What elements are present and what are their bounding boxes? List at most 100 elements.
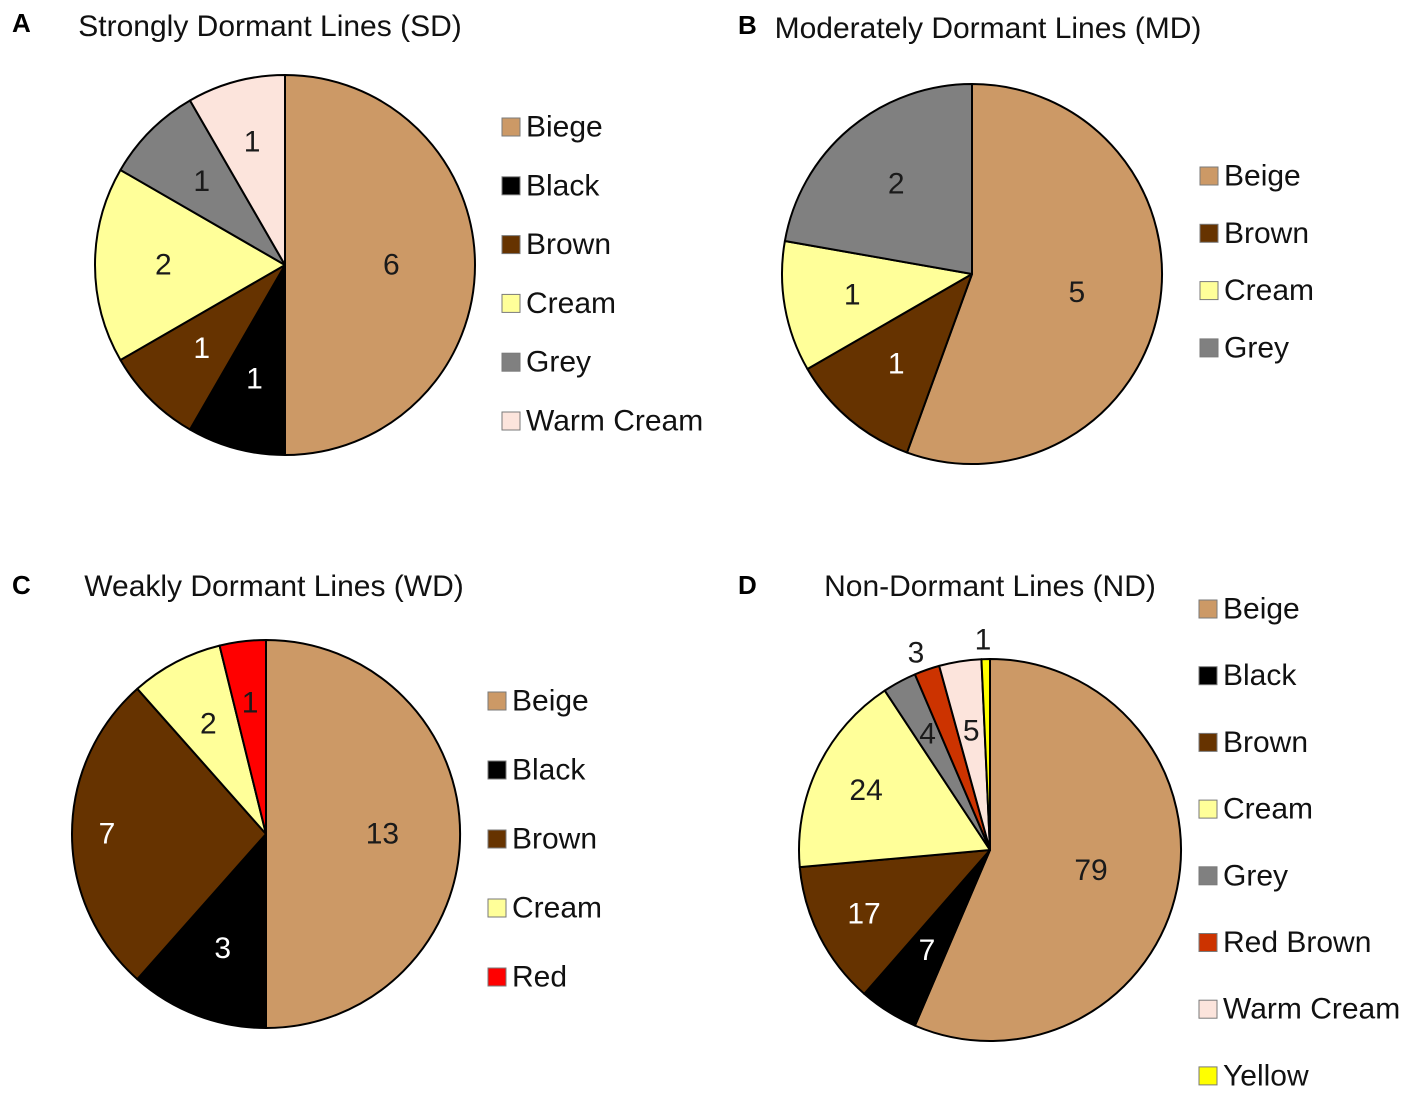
data-label-beige: 79 [1074,854,1107,887]
pie-slice-cream [798,689,991,869]
pie-slice-grey [119,99,286,266]
pie-slice-cream [781,240,973,370]
panel-letter: C [12,570,31,600]
panel-c: C Weakly Dormant Lines (WD) 13 3 7 21 Beige Bla… [12,570,602,1029]
legend-swatch-cream [1199,281,1219,301]
data-label-brown: 7 [99,818,116,851]
legend-label-beige: Beige [512,685,589,718]
pie-slice-cream [94,169,286,361]
legend-swatch-cream [487,898,507,918]
panel-letter: D [738,570,757,600]
legend-swatch-biege [501,117,521,137]
pie-slice-red [218,639,267,835]
data-label-cream: 24 [849,774,882,807]
pie-slice-beige [913,658,1182,1042]
data-label-red-brown: 3 [908,637,925,670]
legend-label-brown: Brown [526,228,611,261]
data-label-brown: 1 [888,348,905,381]
data-label-black: 7 [919,934,936,967]
pie-slice-cream [136,644,267,835]
legend-label-brown: Brown [512,823,597,856]
pie-slice-warm-cream [189,74,286,266]
legend-swatch-grey [501,352,521,372]
pie-slice-brown [119,264,286,431]
legend-swatch-red-brown [1198,933,1218,952]
legend-label-red: Red [512,961,567,994]
legend-label-beige: Beige [1223,593,1300,626]
legend: Beige Black Brown Cream Red [487,685,602,994]
panel-letter: A [12,8,31,38]
legend-label-cream: Cream [1224,274,1314,307]
legend-swatch-warm-cream [1198,999,1218,1019]
legend-label-black: Black [1223,659,1297,692]
pie-slice-biege [284,74,476,456]
legend-label-red-brown: Red Brown [1223,926,1371,959]
data-label-black: 1 [246,362,263,395]
pie-slice-beige [906,83,1163,465]
data-label-brown: 1 [193,332,210,365]
legend-label-yellow: Yellow [1223,1059,1309,1092]
panel-d: D Non-Dormant Lines (ND)79717244351BeigeB… [738,570,1400,1092]
data-label-grey: 4 [919,717,936,750]
data-label-biege: 6 [383,249,400,282]
data-label-grey: 1 [193,165,210,198]
legend-swatch-black [1198,666,1218,686]
legend-swatch-warm-cream [501,411,521,431]
legend: Beige Brown Cream Grey [1199,160,1314,364]
data-label-yellow: 1 [975,624,992,657]
legend-label-cream: Cream [512,892,602,925]
pie-slice-beige [265,639,461,1029]
data-label-warm-cream: 5 [963,715,980,748]
data-label-black: 3 [214,932,231,965]
legend-swatch-beige [1198,599,1218,619]
pie-slice-grey [783,83,973,275]
pie-slice-brown [71,687,267,981]
legend-swatch-brown [501,235,521,255]
legend-swatch-beige [487,691,507,711]
legend-label-brown: Brown [1223,726,1308,759]
legend-swatch-red [487,967,507,987]
pie-slice-yellow [980,657,991,851]
legend: Biege Black Brown Cream Grey Warm Cream [501,111,703,438]
data-label-cream: 2 [155,249,172,282]
chart-title: Moderately Dormant Lines (MD) [775,12,1202,45]
legend-swatch-cream [1198,799,1218,819]
chart-title: Strongly Dormant Lines (SD) [78,10,461,43]
legend-swatch-brown [1199,223,1219,243]
legend-label-biege: Biege [526,111,603,144]
data-label-brown: 17 [847,898,880,931]
pie-slice-brown [806,273,973,454]
legend-label-cream: Cream [1223,793,1313,826]
legend: Beige Black Brown Cream Grey Red Brown Warm Cr… [1198,593,1400,1092]
legend-label-cream: Cream [526,287,616,320]
legend-label-black: Black [512,754,586,787]
legend-swatch-black [501,176,521,196]
legend-swatch-brown [487,829,507,849]
data-label-red: 1 [242,687,259,720]
legend-swatch-yellow [1198,1066,1218,1086]
legend-label-warm-cream: Warm Cream [526,405,703,438]
legend-label-beige: Beige [1224,160,1301,193]
legend-label-warm-cream: Warm Cream [1223,993,1400,1026]
data-label-beige: 5 [1068,276,1085,309]
legend-swatch-cream [501,293,521,313]
data-label-beige: 13 [366,818,399,851]
chart-title: Non-Dormant Lines (ND) [824,570,1156,603]
legend-swatch-beige [1199,166,1219,186]
data-label-cream: 2 [200,708,217,741]
data-label-cream: 1 [844,279,861,312]
data-label-warm-cream: 1 [244,126,261,159]
panel-letter: B [738,10,757,40]
pie-slice-black [136,833,267,1029]
legend-label-grey: Grey [1223,859,1288,892]
legend-swatch-brown [1198,732,1218,752]
legend-swatch-grey [1198,866,1218,886]
pie-slice-black [189,264,286,456]
legend-label-black: Black [526,169,600,202]
legend-label-grey: Grey [526,346,591,379]
legend-swatch-grey [1199,338,1219,358]
chart-title: Weakly Dormant Lines (WD) [84,570,464,603]
